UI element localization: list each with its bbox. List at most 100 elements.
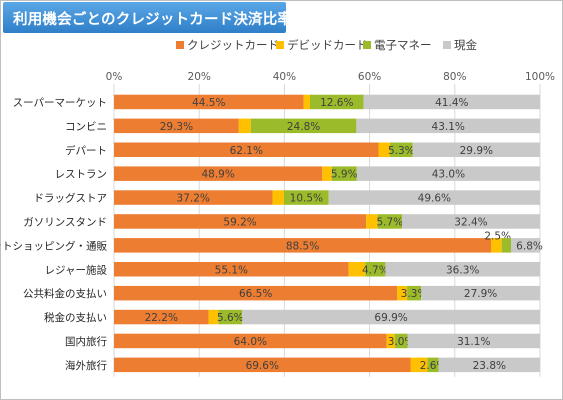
- bar-segment-3: [331, 166, 357, 181]
- bar-segment-2: [397, 285, 408, 301]
- data-label: 55.1%: [215, 264, 248, 276]
- category-label: スーパーマーケット: [13, 97, 107, 109]
- category-label: レジャー施設: [45, 263, 108, 276]
- bar-segment-1: [114, 309, 209, 325]
- data-label: 48.9%: [201, 169, 234, 181]
- x-tick-label: 0%: [106, 71, 123, 83]
- bar-segment-3: [377, 214, 402, 229]
- data-label: 41.4%: [435, 97, 468, 109]
- bar-segment-2: [303, 94, 310, 110]
- bar-segment-1: [114, 190, 273, 205]
- data-label: 24.8%: [287, 121, 320, 133]
- data-label: 22.2%: [145, 312, 178, 324]
- category-label: デパート: [65, 144, 107, 157]
- data-label: 3.3%: [401, 288, 428, 300]
- bar-segment-4: [438, 357, 540, 373]
- category-label: 税金の支払い: [44, 311, 107, 324]
- bar-segment-1: [114, 118, 239, 134]
- bar-segment-3: [427, 357, 439, 373]
- legend-swatch-1: [176, 41, 184, 49]
- data-label: 27.9%: [464, 288, 497, 300]
- bar-segment-4: [328, 190, 540, 205]
- x-tick-label: 40%: [273, 71, 296, 83]
- bar-segment-4: [401, 214, 540, 229]
- legend-label-3: 電子マネー: [374, 38, 432, 52]
- bar-segment-3: [390, 142, 413, 157]
- x-tick-label: 80%: [443, 71, 466, 83]
- bar-segment-2: [272, 190, 284, 205]
- data-label: 44.5%: [192, 97, 225, 109]
- data-label: 36.3%: [446, 264, 479, 276]
- bar-segment-2: [322, 166, 332, 181]
- data-label: 69.6%: [246, 360, 279, 372]
- bar-segment-1: [114, 357, 411, 373]
- bar-segment-3: [394, 333, 408, 349]
- data-label: 5.3%: [388, 145, 415, 157]
- bar-segment-2: [378, 142, 391, 157]
- data-label: 12.6%: [320, 97, 353, 109]
- data-label: 49.6%: [418, 193, 451, 205]
- data-label: 31.1%: [457, 336, 490, 348]
- category-label: ガソリンスタンド: [23, 216, 107, 228]
- x-tick-label: 100%: [525, 71, 555, 83]
- legend-label-2: デビッドカード: [287, 38, 368, 52]
- legend-label-1: クレジットカード: [187, 38, 279, 52]
- legend-label-4: 現金: [454, 38, 477, 52]
- category-label: 国内旅行: [65, 335, 107, 348]
- bar-segment-4: [356, 118, 540, 134]
- legend-swatch-2: [276, 41, 284, 49]
- bar-segment-1: [114, 285, 398, 301]
- bar-segment-4: [356, 166, 540, 181]
- chart-title: 利用機会ごとのクレジットカード決済比率: [13, 12, 293, 28]
- chart-title-box: 利用機会ごとのクレジットカード決済比率: [3, 2, 292, 33]
- bar-segment-1: [114, 94, 304, 110]
- bar-segment-2: [208, 309, 219, 325]
- bar-segment-1: [114, 238, 492, 253]
- data-label: 43.1%: [432, 121, 465, 133]
- data-label: 69.9%: [374, 312, 407, 324]
- bar-segment-2: [386, 333, 395, 349]
- bar-segment-2: [348, 262, 366, 277]
- bar-segment-3: [309, 94, 364, 110]
- x-tick-label: 20%: [188, 71, 211, 83]
- bar-segment-3: [365, 262, 386, 277]
- bar-segment-1: [114, 333, 387, 349]
- bar-segment-1: [114, 166, 323, 181]
- data-label: 59.2%: [223, 216, 256, 228]
- data-label: 29.3%: [160, 121, 193, 133]
- data-label: 29.9%: [460, 145, 493, 157]
- bar-segment-3: [283, 190, 329, 205]
- category-label: コンビニ: [65, 121, 107, 133]
- data-label: 43.0%: [432, 169, 465, 181]
- data-label: 5.6%: [217, 312, 244, 324]
- bar-segment-1: [114, 214, 367, 229]
- category-label: 海外旅行: [65, 359, 107, 372]
- data-label: 62.1%: [230, 145, 263, 157]
- bar-segment-4: [511, 238, 540, 253]
- bar-segment-3: [250, 118, 357, 134]
- data-label: 5.9%: [331, 169, 358, 181]
- bar-segment-4: [421, 285, 540, 301]
- data-label: 88.5%: [286, 240, 319, 252]
- data-label: 10.5%: [290, 193, 323, 205]
- category-label: ネットショッピング・通販: [0, 239, 107, 252]
- bar-segment-2: [491, 238, 502, 253]
- legend-swatch-3: [363, 41, 371, 49]
- bar-segment-2: [410, 357, 428, 373]
- bar-segment-2: [366, 214, 378, 229]
- data-label: 32.4%: [454, 216, 487, 228]
- bar-segment-1: [114, 142, 379, 157]
- bar-segment-4: [412, 142, 540, 157]
- category-label: ドラッグストア: [34, 192, 108, 205]
- data-label: 23.8%: [473, 360, 506, 372]
- bar-segment-4: [242, 309, 540, 325]
- category-label: 公共料金の支払い: [23, 287, 107, 300]
- bar-segment-1: [114, 262, 349, 277]
- data-label: 64.0%: [234, 336, 267, 348]
- bar-segment-4: [385, 262, 540, 277]
- bar-segment-4: [363, 94, 540, 110]
- data-label: 66.5%: [239, 288, 272, 300]
- data-label: 37.2%: [177, 193, 210, 205]
- legend-swatch-4: [443, 41, 451, 49]
